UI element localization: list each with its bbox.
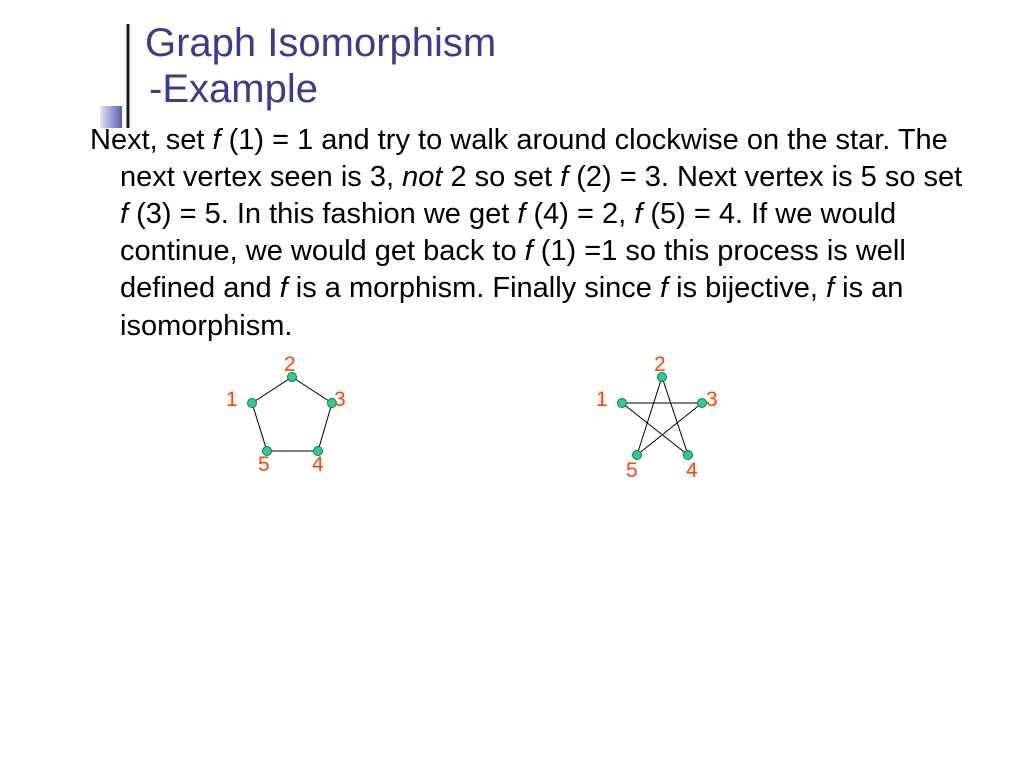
node <box>618 398 627 407</box>
node-label: 2 <box>654 353 666 377</box>
title-decoration <box>0 0 1024 140</box>
node-label: 4 <box>686 459 698 483</box>
node-label: 2 <box>284 353 296 377</box>
node-label: 5 <box>258 453 270 477</box>
edge <box>252 403 267 451</box>
star-graph: 12345 <box>600 355 740 500</box>
node-label: 3 <box>334 388 346 412</box>
node-label: 1 <box>226 388 238 412</box>
edge <box>252 377 292 403</box>
node-label: 1 <box>596 388 608 412</box>
title-area: Graph Isomorphism -Example <box>0 0 1024 112</box>
edge <box>292 377 332 403</box>
edge <box>637 377 662 455</box>
node-label: 5 <box>626 459 638 483</box>
graph-svg <box>600 355 740 495</box>
edge <box>637 403 702 455</box>
node <box>248 398 257 407</box>
diagrams-area: 1 2 3 4 5 1 2 3 4 5 <box>0 345 1024 555</box>
edge <box>318 403 332 451</box>
graph-svg <box>230 355 370 495</box>
body-paragraph: Next, set f (1) = 1 and try to walk arou… <box>30 112 1024 345</box>
edge <box>662 377 688 455</box>
pentagon-graph: 12345 <box>230 355 370 500</box>
node-label: 3 <box>706 388 718 412</box>
edge <box>622 403 688 455</box>
node-label: 4 <box>312 453 324 477</box>
